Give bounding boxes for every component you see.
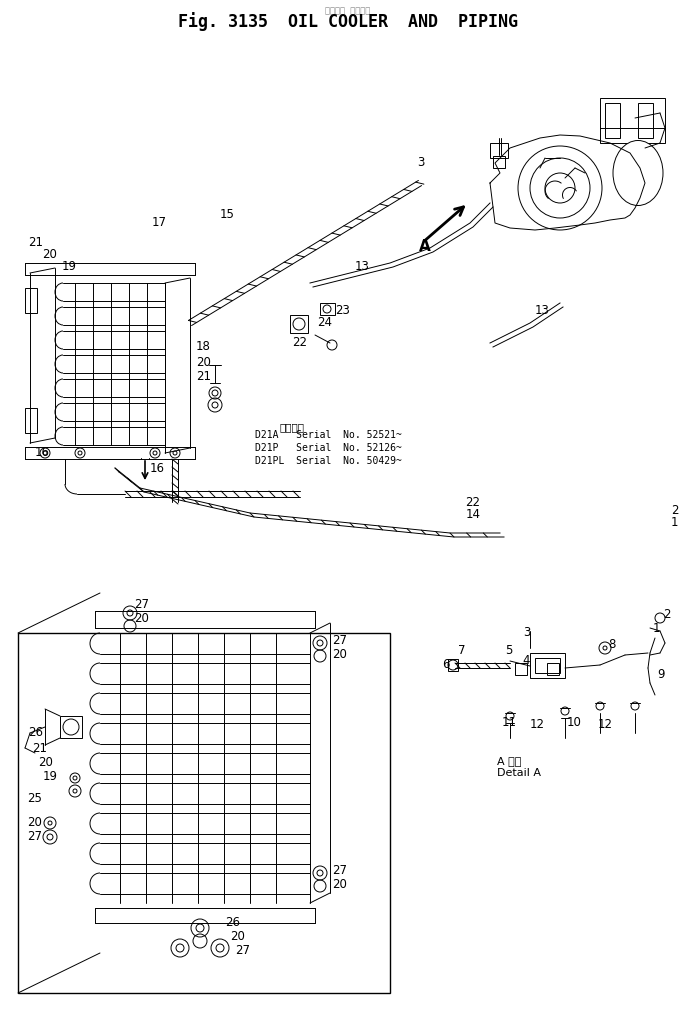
- Text: 23: 23: [335, 305, 350, 317]
- Text: 8: 8: [608, 638, 615, 652]
- Text: 21: 21: [32, 743, 47, 756]
- Text: 9: 9: [657, 668, 665, 681]
- Text: 21: 21: [196, 370, 211, 384]
- Text: 27: 27: [235, 944, 250, 958]
- Text: 11: 11: [502, 716, 517, 729]
- Bar: [605, 103, 620, 138]
- Bar: [535, 658, 560, 673]
- Text: 3: 3: [523, 626, 530, 639]
- Text: 1: 1: [653, 622, 661, 634]
- Text: 12: 12: [530, 718, 545, 731]
- Bar: [493, 155, 505, 168]
- Text: 15: 15: [220, 209, 235, 222]
- Text: 20: 20: [38, 756, 53, 769]
- Text: 19: 19: [62, 261, 77, 273]
- Text: 27: 27: [27, 830, 42, 843]
- Text: 10: 10: [567, 716, 582, 729]
- Text: Fig. 3135  OIL COOLER  AND  PIPING: Fig. 3135 OIL COOLER AND PIPING: [178, 12, 518, 32]
- Text: 20: 20: [42, 249, 57, 262]
- Text: A 詳細: A 詳細: [497, 756, 521, 766]
- Text: 17: 17: [152, 217, 167, 229]
- Text: 2: 2: [671, 504, 679, 518]
- Text: 通用番号  通用番号: 通用番号 通用番号: [325, 6, 371, 15]
- Text: 13: 13: [535, 305, 550, 317]
- Text: 20: 20: [196, 356, 211, 369]
- Text: 3: 3: [417, 157, 425, 170]
- Bar: [320, 303, 335, 315]
- Text: 16: 16: [150, 461, 165, 475]
- Bar: [490, 143, 508, 158]
- Text: 20: 20: [27, 816, 42, 830]
- Text: 27: 27: [134, 598, 149, 612]
- Text: 27: 27: [332, 634, 347, 648]
- Text: A: A: [419, 239, 431, 254]
- Text: 22: 22: [292, 337, 307, 350]
- Text: 通用番号: 通用番号: [280, 422, 305, 432]
- Bar: [60, 716, 82, 738]
- Bar: [25, 288, 37, 313]
- Bar: [547, 663, 559, 675]
- Text: 1: 1: [671, 517, 679, 530]
- Bar: [600, 98, 665, 143]
- Bar: [638, 103, 653, 138]
- Text: 18: 18: [196, 341, 211, 354]
- Bar: [25, 408, 37, 433]
- Text: 19: 19: [43, 769, 58, 783]
- Bar: [448, 659, 458, 671]
- Text: 24: 24: [317, 316, 332, 329]
- Text: 13: 13: [355, 261, 370, 273]
- Bar: [530, 653, 565, 678]
- Bar: [290, 315, 308, 333]
- Text: D21A   Serial  No. 52521~: D21A Serial No. 52521~: [255, 430, 402, 440]
- Text: 25: 25: [27, 792, 42, 804]
- Text: 26: 26: [225, 917, 240, 930]
- Polygon shape: [18, 633, 390, 993]
- Text: 2: 2: [663, 609, 670, 622]
- Text: 6: 6: [442, 659, 450, 671]
- Text: 27: 27: [332, 864, 347, 878]
- Text: Detail A: Detail A: [497, 768, 541, 779]
- Ellipse shape: [613, 140, 663, 206]
- Text: 7: 7: [458, 644, 466, 658]
- Text: 16: 16: [35, 446, 50, 459]
- Text: 20: 20: [134, 613, 149, 625]
- Text: D21PL  Serial  No. 50429~: D21PL Serial No. 50429~: [255, 456, 402, 466]
- Text: 20: 20: [332, 879, 347, 891]
- Text: 22: 22: [465, 496, 480, 509]
- Bar: [515, 663, 527, 675]
- Text: 20: 20: [332, 649, 347, 662]
- Text: 4: 4: [522, 654, 530, 667]
- Text: 14: 14: [466, 508, 481, 522]
- Text: 5: 5: [505, 643, 512, 657]
- Text: 21: 21: [28, 236, 43, 250]
- Text: 26: 26: [28, 726, 43, 740]
- Text: D21P   Serial  No. 52126~: D21P Serial No. 52126~: [255, 443, 402, 453]
- Text: 20: 20: [230, 931, 245, 943]
- Text: 12: 12: [598, 718, 613, 731]
